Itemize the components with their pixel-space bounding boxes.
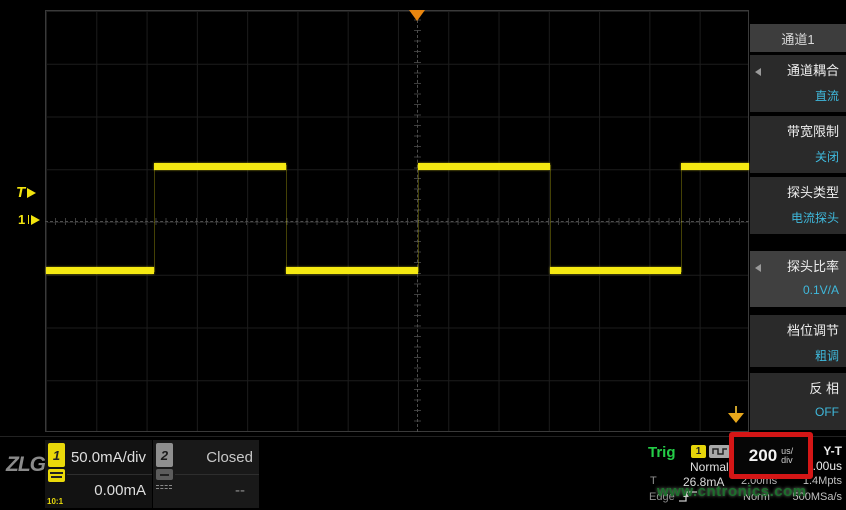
waveform-transition [681, 165, 682, 272]
acquire-mode: Norm [743, 491, 770, 503]
trigger-coupling-icon [709, 445, 730, 458]
waveform-transition [550, 165, 551, 272]
channel2-coupling-icon [156, 469, 173, 480]
watermark: www.cntronics.com [657, 483, 807, 500]
trigger-level-label: T [650, 475, 657, 487]
waveform-segment-low [550, 267, 681, 274]
sample-rate: 500MSa/s [792, 491, 842, 503]
menu-item-label: 探头类型 [786, 185, 839, 200]
channel2-badge: 2 [156, 443, 173, 467]
trigger-source: 1 [691, 445, 730, 458]
softkey-menu: 通道1 通道耦合直流带宽限制关闭探头类型电流探头探头比率 0.1V/A 档位调节粗调… [750, 24, 846, 430]
trigger-source-badge: 1 [691, 445, 706, 458]
trigger-level-arrow-icon [27, 187, 37, 198]
menu-item-label: 带宽限制 [786, 124, 839, 139]
channel2-ground-icon2 [156, 488, 172, 489]
menu-item-label: 通道耦合 [786, 63, 839, 78]
menu-item-value: 直流 [814, 89, 839, 103]
timebase-value: 200 [748, 445, 778, 465]
menu-item-4[interactable]: 档位调节粗调 [750, 315, 846, 367]
trigger-mode: Normal [690, 460, 729, 474]
channel1-marker-tick [28, 215, 30, 224]
center-vertical-line [417, 10, 418, 432]
menu-item-label: 档位调节 [786, 323, 839, 338]
channel2-badge-column: 2 [156, 443, 173, 489]
timebase-unit: us/div [781, 445, 794, 465]
menu-item-2[interactable]: 探头类型 电流探头 [750, 177, 846, 234]
menu-item-0[interactable]: 通道耦合直流 [750, 55, 846, 112]
display-mode: Y-T [823, 444, 842, 458]
trigger-level-value: 26.8mA [683, 475, 725, 489]
menu-item-value: 电流探头 [790, 211, 839, 225]
dc-coupling-icon [48, 469, 65, 482]
status-bar: ZLG® 1 10:1 50.0mA/div 0.00mA 2 Closed [0, 436, 846, 510]
menu-item-3[interactable]: 探头比率 0.1V/A [750, 251, 846, 307]
channel1-badge-column: 1 [48, 443, 65, 482]
channel1-marker-label: 1 [18, 212, 26, 227]
menu-item-value: 关闭 [814, 150, 839, 164]
panel-divider [67, 474, 152, 475]
channel1-badge: 1 [48, 443, 65, 467]
expand-arrow-icon [755, 68, 761, 76]
channel1-position-marker[interactable]: 1 [18, 212, 41, 227]
probe-ratio-label: 10:1 [47, 497, 64, 506]
menu-item-1[interactable]: 带宽限制关闭 [750, 116, 846, 173]
channel2-ground-icon [156, 485, 172, 486]
expand-arrow-icon [755, 264, 761, 272]
trigger-status: Trig [648, 444, 676, 461]
delay-marker-arrow [728, 413, 744, 423]
memory-depth: 1.4Mpts [802, 475, 842, 487]
channel1-scale: 50.0mA/div [70, 449, 146, 466]
waveform-transition [286, 165, 287, 272]
waveform-segment-low [46, 267, 154, 274]
center-horizontal-line [45, 221, 749, 222]
rising-edge-icon [678, 490, 698, 508]
waveform-transition [154, 165, 155, 272]
channel2-readout[interactable]: 2 Closed -- [153, 440, 259, 508]
channel1-marker-arrow-icon [31, 214, 41, 225]
channel1-readout[interactable]: 1 10:1 50.0mA/div 0.00mA [45, 440, 152, 508]
menu-items: 通道耦合直流带宽限制关闭探头类型电流探头探头比率 0.1V/A 档位调节粗调反 相 O… [750, 55, 846, 430]
waveform-segment-low [286, 267, 418, 274]
waveform-segment-high [418, 163, 550, 170]
delay-position-marker-icon[interactable] [728, 406, 744, 423]
channel2-status: Closed [206, 449, 253, 466]
panel-divider [175, 474, 259, 475]
menu-item-label: 探头比率 [786, 259, 839, 274]
menu-item-value: OFF [815, 405, 839, 419]
channel1-offset: 0.00mA [94, 482, 146, 499]
channel2-offset: -- [235, 482, 245, 499]
waveform-segment-high [681, 163, 749, 170]
waveform-transition [418, 165, 419, 272]
waveform-segment-high [154, 163, 286, 170]
menu-item-value: 粗调 [814, 349, 839, 363]
trigger-position-marker-icon[interactable] [409, 10, 425, 21]
delay-marker-stem [735, 406, 737, 413]
trigger-level-marker-label: T [16, 184, 26, 201]
trigger-delay: 0.00us [805, 459, 842, 473]
trigger-level-marker[interactable]: T [16, 184, 37, 201]
zlg-logo: ZLG® [6, 453, 52, 476]
menu-item-value: 0.1V/A [802, 283, 839, 297]
timebase-readout[interactable]: 200 us/div [729, 432, 813, 479]
menu-item-label: 反 相 [809, 381, 839, 396]
trigger-acquisition-readout: Trig 1 Normal Y-T 0.00us T 26.8mA 2.00ms… [645, 440, 846, 510]
menu-title: 通道1 [750, 24, 846, 52]
trigger-type: Edge [649, 491, 675, 503]
menu-item-5[interactable]: 反 相 OFF [750, 373, 846, 430]
